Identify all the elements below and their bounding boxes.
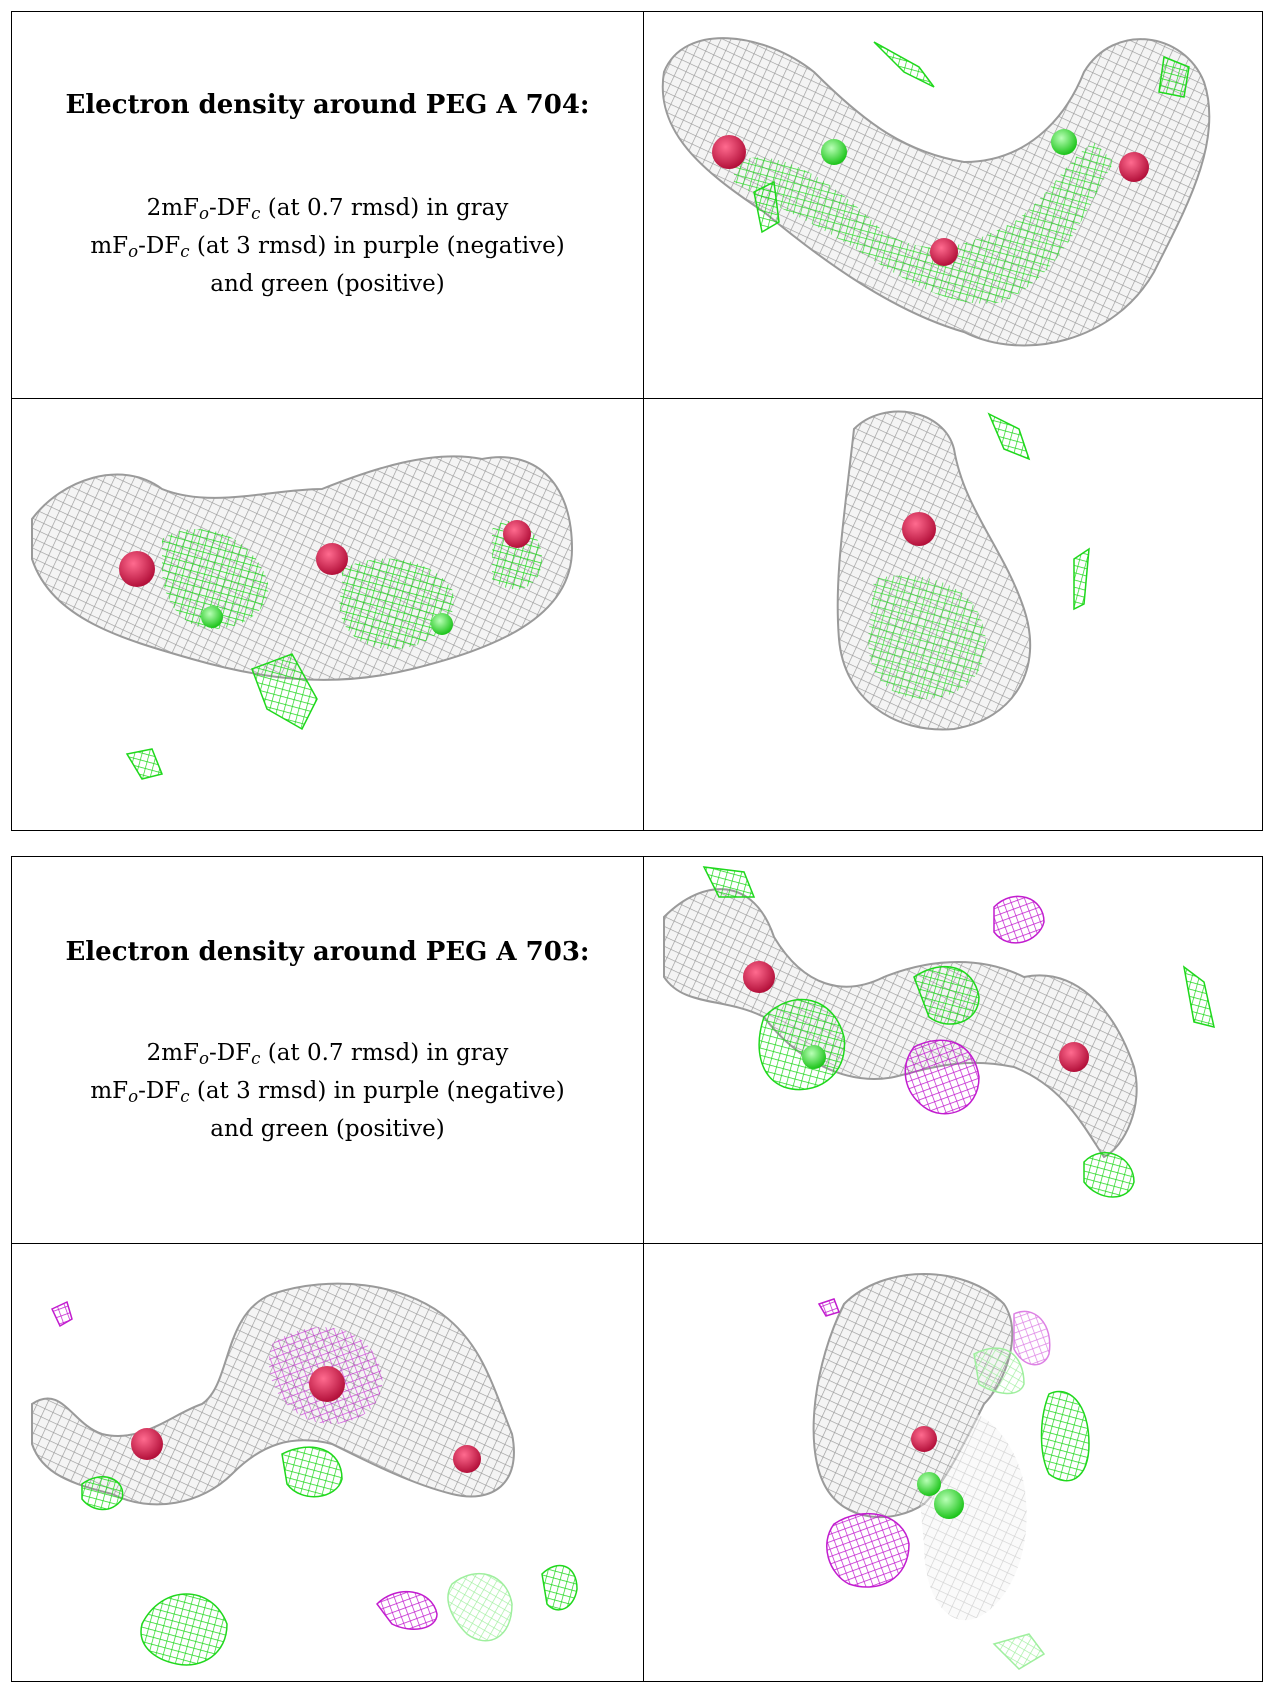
oxygen-atom	[743, 961, 775, 993]
green-positive-blob	[140, 1593, 228, 1666]
oxygen-atom	[1059, 1042, 1089, 1072]
gray-density-mesh	[661, 37, 1211, 347]
green-positive-blob	[125, 748, 164, 780]
green-positive-blob-faint	[973, 1347, 1025, 1395]
green-positive-blob	[753, 180, 780, 234]
oxygen-atom	[119, 551, 155, 587]
carbon-atom	[201, 606, 223, 628]
caption-line-3: and green (positive)	[210, 1116, 445, 1143]
gray-density-mesh	[663, 888, 1138, 1159]
caption-title: Electron density around PEG A 703:	[65, 937, 590, 967]
purple-negative-blob	[993, 895, 1045, 944]
green-positive-blob	[702, 866, 756, 898]
carbon-atom	[431, 613, 453, 635]
gray-density-mesh-back	[919, 1408, 1027, 1621]
caption-line-3: and green (positive)	[210, 271, 445, 298]
density-render-view-1	[644, 12, 1262, 398]
carbon-atom	[917, 1472, 941, 1496]
green-positive-blob	[81, 1476, 124, 1511]
carbon-atom	[934, 1489, 964, 1519]
green-positive-blob	[758, 998, 846, 1091]
density-render-view-1	[644, 857, 1262, 1243]
green-positive-blob	[1040, 1390, 1090, 1482]
oxygen-atom	[131, 1428, 163, 1460]
caption-line-1: 2mFo-DFc (at 0.7 rmsd) in gray	[146, 1040, 509, 1069]
green-positive-density	[339, 558, 454, 649]
density-render-view-2	[12, 399, 643, 830]
caption-704: Electron density around PEG A 704: 2mFo-…	[12, 12, 643, 398]
purple-negative-blob	[826, 1512, 910, 1588]
green-positive-blob	[913, 966, 980, 1025]
green-positive-blob-faint	[992, 1633, 1046, 1670]
green-positive-blob	[541, 1564, 578, 1611]
green-positive-blob	[1158, 55, 1190, 98]
oxygen-atom	[309, 1366, 345, 1402]
oxygen-atom	[1119, 152, 1149, 182]
green-positive-blob	[251, 653, 318, 731]
divider-vertical	[643, 857, 644, 1681]
green-positive-density	[868, 575, 986, 699]
caption-description: 2mFo-DFc (at 0.7 rmsd) in gray mFo-DFc (…	[12, 192, 643, 301]
oxygen-atom	[911, 1426, 937, 1452]
green-positive-blob	[281, 1446, 343, 1498]
divider-horizontal	[12, 1243, 1262, 1244]
purple-negative-blob	[904, 1039, 980, 1115]
caption-description: 2mFo-DFc (at 0.7 rmsd) in gray mFo-DFc (…	[12, 1037, 643, 1146]
oxygen-atom	[930, 238, 958, 266]
density-render-view-2	[12, 1244, 643, 1681]
caption-title: Electron density around PEG A 704:	[65, 90, 590, 120]
caption-line-2: mFo-DFc (at 3 rmsd) in purple (negative)	[90, 1078, 565, 1107]
green-positive-blob	[1083, 1152, 1135, 1198]
purple-negative-blob	[376, 1590, 438, 1630]
divider-horizontal	[12, 398, 1262, 399]
caption-line-2: mFo-DFc (at 3 rmsd) in purple (negative)	[90, 233, 565, 262]
density-render-view-3	[644, 1244, 1262, 1681]
caption-line-1: 2mFo-DFc (at 0.7 rmsd) in gray	[146, 195, 509, 224]
green-positive-blob	[1182, 965, 1215, 1029]
oxygen-atom	[902, 512, 936, 546]
gray-density-mesh	[31, 1282, 515, 1506]
purple-negative-blob-faint	[1013, 1310, 1051, 1366]
caption-703: Electron density around PEG A 703: 2mFo-…	[12, 857, 643, 1243]
oxygen-atom	[316, 543, 348, 575]
green-positive-blob-faint	[447, 1573, 513, 1642]
green-positive-density	[734, 142, 1114, 304]
panel-peg-a-703: Electron density around PEG A 703: 2mFo-…	[11, 856, 1263, 1682]
purple-negative-blob	[817, 1298, 840, 1317]
density-render-view-3	[644, 399, 1262, 830]
panel-peg-a-704: Electron density around PEG A 704: 2mFo-…	[11, 11, 1263, 831]
carbon-atom	[802, 1045, 826, 1069]
oxygen-atom	[712, 135, 746, 169]
gray-density-mesh	[31, 455, 574, 681]
green-positive-blob	[873, 41, 935, 88]
oxygen-atom	[503, 520, 531, 548]
carbon-atom	[1051, 129, 1077, 155]
carbon-atom	[821, 139, 847, 165]
purple-negative-blob	[51, 1300, 73, 1328]
green-positive-blob	[987, 412, 1031, 461]
green-positive-density	[162, 529, 269, 629]
green-positive-blob	[1073, 547, 1090, 611]
oxygen-atom	[453, 1445, 481, 1473]
divider-vertical	[643, 12, 644, 830]
